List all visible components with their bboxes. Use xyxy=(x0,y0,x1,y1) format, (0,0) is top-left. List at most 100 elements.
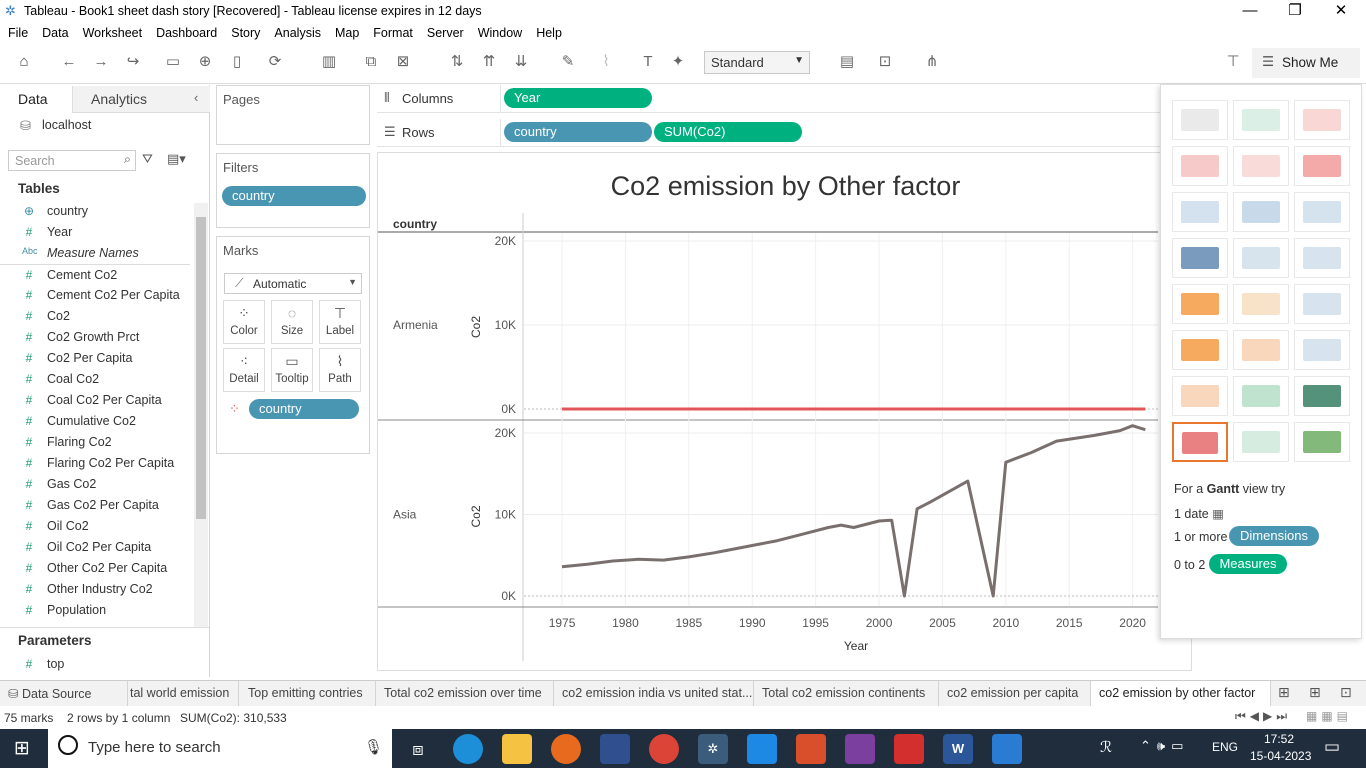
area-discrete-thumbnail[interactable] xyxy=(1233,330,1289,370)
field-item[interactable]: # Co2 xyxy=(0,306,190,327)
tab-total-over-time[interactable]: Total co2 emission over time xyxy=(376,681,554,706)
area-continuous-thumbnail[interactable] xyxy=(1172,330,1228,370)
tableau-taskbar-icon[interactable]: ✲ xyxy=(698,734,728,764)
refresh-icon[interactable]: ⟳ xyxy=(268,53,282,70)
highlight-icon[interactable]: ✎ xyxy=(561,53,575,70)
stacked-bars-thumbnail[interactable] xyxy=(1233,192,1289,232)
tab-per-capita[interactable]: co2 emission per capita xyxy=(939,681,1091,706)
new-data-source-icon[interactable]: ⊕ xyxy=(198,53,212,70)
sheet-nav-icon[interactable]: ⏮◀▶⏭ xyxy=(1235,709,1292,723)
field-item[interactable]: # Coal Co2 xyxy=(0,369,190,390)
view-list-icon[interactable]: ▤▾ xyxy=(167,151,186,166)
vscode-icon[interactable] xyxy=(747,734,777,764)
detail-button[interactable]: ⁖ Detail xyxy=(223,348,265,392)
field-item[interactable]: # Coal Co2 Per Capita xyxy=(0,390,190,411)
series-line-asia[interactable] xyxy=(561,424,1146,598)
sort-descending-icon[interactable]: ⇊ xyxy=(514,53,528,70)
field-item[interactable]: # Oil Co2 xyxy=(0,516,190,537)
side-by-side-bars-thumbnail[interactable] xyxy=(1294,192,1350,232)
menu-analysis[interactable]: Analysis xyxy=(274,26,321,40)
size-button[interactable]: ◌ Size xyxy=(271,300,313,344)
scrollbar[interactable] xyxy=(194,203,208,627)
menu-map[interactable]: Map xyxy=(334,26,360,40)
pages-shelf[interactable]: Pages xyxy=(216,85,370,145)
task-view-icon[interactable]: ⧈ xyxy=(412,739,424,759)
acrobat-icon[interactable] xyxy=(894,734,924,764)
menu-story[interactable]: Story xyxy=(231,26,261,40)
clear-sheet-icon[interactable]: ⊠ xyxy=(396,53,410,70)
scrollbar-thumb[interactable] xyxy=(196,217,206,519)
packed-bubbles-thumbnail[interactable] xyxy=(1294,422,1350,462)
undo-icon[interactable]: ← xyxy=(61,53,77,70)
histogram-thumbnail[interactable] xyxy=(1233,376,1289,416)
photos-icon[interactable] xyxy=(992,734,1022,764)
marks-pill-country[interactable]: country xyxy=(249,399,359,419)
field-item[interactable]: # Cement Co2 Per Capita xyxy=(0,285,190,306)
new-worksheet-icon[interactable]: ▥ xyxy=(321,53,337,70)
field-item[interactable]: # Gas Co2 xyxy=(0,474,190,495)
app-icon-2[interactable] xyxy=(796,734,826,764)
replay-icon[interactable]: ↪ xyxy=(126,53,140,70)
treemap-thumbnail[interactable] xyxy=(1172,238,1228,278)
filled-map-thumbnail[interactable] xyxy=(1233,146,1289,186)
field-item[interactable]: # Co2 Per Capita xyxy=(0,348,190,369)
field-item[interactable]: # Year xyxy=(0,222,190,243)
tab-world-emission[interactable]: tal world emission xyxy=(122,681,239,706)
highlight-table-thumbnail[interactable] xyxy=(1294,100,1350,140)
columns-pill-year[interactable]: Year xyxy=(504,88,652,108)
dual-lines-thumbnail[interactable] xyxy=(1294,284,1350,324)
windows-start-icon[interactable]: ⊞ xyxy=(14,738,30,759)
rows-shelf[interactable]: ☰ Rows country SUM(Co2) xyxy=(377,119,1160,147)
lines-discrete-thumbnail[interactable] xyxy=(1233,284,1289,324)
close-button[interactable]: ✕ xyxy=(1334,2,1348,19)
new-dashboard-icon[interactable]: ⊞ xyxy=(1309,684,1321,700)
box-whisker-thumbnail[interactable] xyxy=(1294,376,1350,416)
redo-icon[interactable]: → xyxy=(93,53,109,70)
tab-continents[interactable]: Total co2 emission continents xyxy=(754,681,939,706)
field-item[interactable]: # Other Co2 Per Capita xyxy=(0,558,190,579)
word-icon[interactable]: W xyxy=(943,734,973,764)
circle-views-thumbnail[interactable] xyxy=(1233,238,1289,278)
field-item[interactable]: # Flaring Co2 Per Capita xyxy=(0,453,190,474)
filters-shelf[interactable]: Filters country xyxy=(216,153,370,228)
field-item[interactable]: # Gas Co2 Per Capita xyxy=(0,495,190,516)
show-me-button[interactable]: ☰ Show Me xyxy=(1252,48,1360,78)
path-button[interactable]: ⌇ Path xyxy=(319,348,361,392)
text-label-icon[interactable]: T xyxy=(643,53,653,70)
field-item[interactable]: # Oil Co2 Per Capita xyxy=(0,537,190,558)
text-table-thumbnail[interactable] xyxy=(1172,100,1228,140)
label-button[interactable]: ⊤ Label xyxy=(319,300,361,344)
presentation-mode-icon[interactable]: ⊡ xyxy=(878,53,892,70)
lines-continuous-thumbnail[interactable] xyxy=(1172,284,1228,324)
tab-other-factor[interactable]: co2 emission by other factor xyxy=(1091,681,1271,706)
field-item[interactable]: Abc Measure Names xyxy=(0,243,190,264)
save-icon[interactable]: ▭ xyxy=(165,53,181,70)
format-painter-icon[interactable]: ⊤ xyxy=(1226,53,1240,70)
mark-type-dropdown[interactable]: ⟋ Automatic ▼ xyxy=(224,273,362,294)
firefox-icon[interactable] xyxy=(551,734,581,764)
people-icon[interactable]: ℛ xyxy=(1100,739,1112,756)
home-icon[interactable]: ⌂ xyxy=(19,53,29,70)
menu-help[interactable]: Help xyxy=(536,26,562,40)
tray-icons[interactable]: ⌃🕪▭ xyxy=(1140,738,1190,753)
menu-file[interactable]: File xyxy=(8,26,29,40)
gantt-chart-thumbnail[interactable] xyxy=(1172,422,1228,462)
menu-worksheet[interactable]: Worksheet xyxy=(82,26,143,40)
duplicate-icon[interactable]: ⧉ xyxy=(365,53,377,70)
tab-top-emitting[interactable]: Top emitting contries xyxy=(240,681,376,706)
attach-icon[interactable]: ⌇ xyxy=(602,53,610,70)
line-chart[interactable]: 1975 1980 1985 1990 1995 2000 2005 2010 2015 2020… xyxy=(378,153,1158,672)
fit-dropdown[interactable]: Standard ▼ xyxy=(704,51,810,74)
language-indicator[interactable]: ENG xyxy=(1212,740,1239,754)
tab-data-source[interactable]: ⛁ Data Source xyxy=(0,681,128,706)
clock-time[interactable]: 17:52 xyxy=(1264,732,1295,746)
show-cards-icon[interactable]: ▤ xyxy=(839,53,855,70)
swap-icon[interactable]: ⇅ xyxy=(450,53,464,70)
field-item[interactable]: # Flaring Co2 xyxy=(0,432,190,453)
tab-analytics[interactable]: Analytics xyxy=(72,86,210,113)
field-item[interactable]: # Cumulative Co2 xyxy=(0,411,190,432)
share-icon[interactable]: ⋔ xyxy=(925,53,939,70)
filter-icon[interactable]: ⛛ xyxy=(142,151,153,166)
tab-data[interactable]: Data xyxy=(0,86,66,113)
sheet-view-icon[interactable]: ▦▦▤ xyxy=(1306,709,1353,723)
